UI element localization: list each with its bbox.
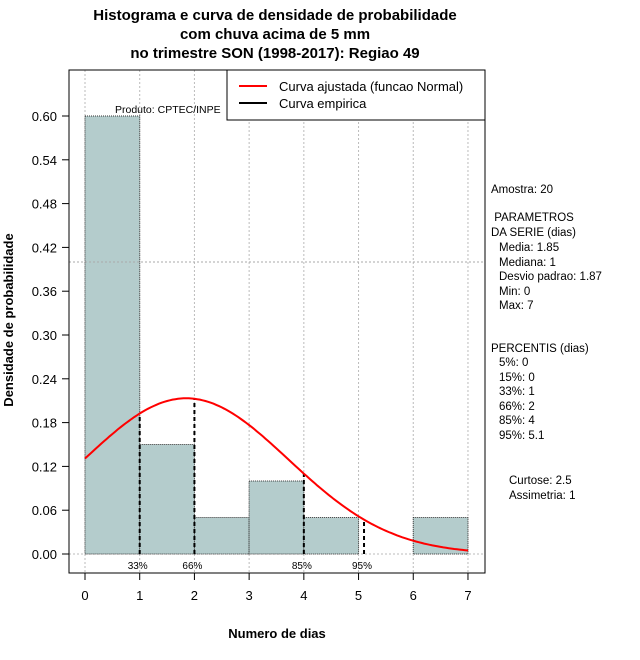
stat-perc-15: 15%: 0 bbox=[499, 372, 535, 384]
stat-param-header-1: PARAMETROS bbox=[491, 212, 574, 224]
stat-perc-66: 66%: 2 bbox=[499, 401, 535, 413]
stat-min: Min: 0 bbox=[499, 286, 530, 298]
product-annotation: Produto: CPTEC/INPE bbox=[115, 104, 221, 116]
stat-perc-5: 5%: 0 bbox=[499, 357, 528, 369]
histogram-bar bbox=[248, 480, 305, 555]
x-tick-label: 1 bbox=[136, 588, 143, 603]
x-tick-label: 7 bbox=[464, 588, 471, 603]
histogram-bar bbox=[303, 517, 360, 555]
x-axis-label: Numero de dias bbox=[228, 626, 326, 641]
normal-curve bbox=[84, 397, 469, 552]
y-tick-label: 0.30 bbox=[32, 328, 57, 343]
y-tick-label: 0.60 bbox=[32, 109, 57, 124]
percentile-label: 85% bbox=[292, 561, 312, 572]
stat-media: Media: 1.85 bbox=[499, 242, 559, 254]
histogram-bar bbox=[412, 517, 469, 555]
histogram-bar bbox=[139, 444, 195, 555]
chart-title-line-3: no trimestre SON (1998-2017): Regiao 49 bbox=[130, 45, 419, 62]
stat-perc-33: 33%: 1 bbox=[499, 386, 535, 398]
stat-perc-header: PERCENTIS (dias) bbox=[491, 343, 589, 355]
y-tick-label: 0.42 bbox=[32, 240, 57, 255]
x-tick-label: 3 bbox=[246, 588, 253, 603]
stat-mediana: Mediana: 1 bbox=[499, 257, 556, 269]
y-tick-label: 0.54 bbox=[32, 153, 57, 168]
stats-panel: Amostra: 20 PARAMETROS DA SERIE (dias) M… bbox=[491, 184, 602, 502]
histogram-bar bbox=[84, 115, 141, 555]
legend-label-normal: Curva ajustada (funcao Normal) bbox=[279, 79, 463, 94]
stat-curtose: Curtose: 2.5 bbox=[509, 475, 572, 487]
y-tick-label: 0.18 bbox=[32, 416, 57, 431]
y-tick-label: 0.24 bbox=[32, 372, 57, 387]
x-tick-label: 4 bbox=[300, 588, 307, 603]
y-tick-label: 0.06 bbox=[32, 503, 57, 518]
percentile-label: 33% bbox=[128, 561, 148, 572]
x-tick-label: 2 bbox=[191, 588, 198, 603]
x-tick-label: 5 bbox=[355, 588, 362, 603]
chart-title-line-2: com chuva acima de 5 mm bbox=[180, 26, 370, 43]
stat-max: Max: 7 bbox=[499, 300, 534, 312]
y-tick-label: 0.36 bbox=[32, 284, 57, 299]
x-tick-label: 6 bbox=[410, 588, 417, 603]
legend: Curva ajustada (funcao Normal) Curva emp… bbox=[226, 69, 486, 121]
y-tick-label: 0.12 bbox=[32, 459, 57, 474]
stat-amostra: Amostra: 20 bbox=[491, 184, 553, 196]
chart-title-line-1: Histograma e curva de densidade de proba… bbox=[93, 7, 456, 24]
percentile-label: 66% bbox=[182, 561, 202, 572]
y-axis-label: Densidade de probabilidade bbox=[1, 233, 16, 406]
y-tick-label: 0.48 bbox=[32, 197, 57, 212]
histogram-bar bbox=[193, 517, 250, 555]
x-tick-label: 0 bbox=[81, 588, 88, 603]
percentile-label: 95% bbox=[352, 561, 372, 572]
stat-param-header-2: DA SERIE (dias) bbox=[491, 227, 576, 239]
stat-perc-85: 85%: 4 bbox=[499, 415, 535, 427]
stat-assimetria: Assimetria: 1 bbox=[509, 490, 575, 502]
y-tick-label: 0.00 bbox=[32, 547, 57, 562]
stat-perc-95: 95%: 5.1 bbox=[499, 430, 544, 442]
legend-label-empirical: Curva empirica bbox=[279, 96, 367, 111]
stat-desvio: Desvio padrao: 1.87 bbox=[499, 271, 602, 283]
